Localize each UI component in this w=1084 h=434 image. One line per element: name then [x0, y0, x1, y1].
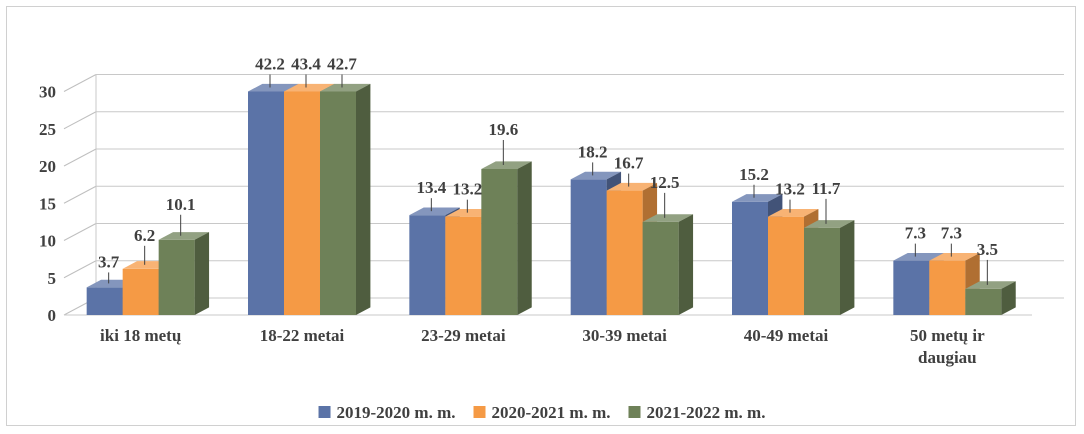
legend-swatch: [473, 406, 486, 418]
bar-top: [965, 281, 1016, 289]
y-tick-label: 0: [48, 306, 57, 325]
bar-top: [481, 161, 532, 169]
bar: [122, 268, 159, 315]
gridline-diagonal: [63, 260, 97, 279]
chart-frame: [6, 6, 1076, 426]
legend-label: 2021-2022 m. m.: [646, 403, 765, 422]
bar-side: [678, 214, 694, 315]
bar-top: [248, 83, 299, 92]
data-label: 13.2: [452, 180, 482, 199]
data-label: 18.2: [578, 142, 608, 161]
legend-swatch: [318, 406, 331, 418]
bar-side: [1001, 281, 1016, 315]
bar: [642, 221, 679, 315]
bar-side: [194, 232, 210, 315]
legend-label: 2020-2021 m. m.: [492, 403, 611, 422]
bar-top: [409, 207, 460, 216]
x-tick-label: 23-29 metai: [421, 326, 506, 345]
bar: [248, 91, 284, 315]
bar-top: [642, 214, 694, 222]
bar-side: [356, 83, 371, 315]
legend-label: 2019-2020 m. m.: [337, 403, 456, 422]
bar: [320, 91, 356, 315]
y-tick-label: 15: [39, 194, 56, 213]
data-labels: 3.7 6.2 10.1 42.2 43.4 42.7 13.4 13.2 19.6 18.2 16…: [98, 55, 998, 285]
gridline-diagonal: [63, 111, 97, 130]
bar: [893, 260, 930, 315]
bar-top: [804, 220, 855, 228]
x-tick-label: 40-49 metai: [744, 326, 829, 345]
data-label: 42.2: [255, 55, 285, 74]
data-label: 7.3: [941, 224, 962, 243]
data-label: 6.2: [134, 226, 155, 245]
data-label: 16.7: [614, 154, 644, 173]
x-axis: iki 18 metų 18-22 metai 23-29 metai 30-39 m…: [100, 326, 985, 367]
bar: [86, 287, 123, 315]
x-tick-label: daugiau: [918, 348, 977, 367]
y-tick-label: 20: [39, 157, 56, 176]
bar: [570, 179, 607, 315]
data-label: 15.2: [739, 165, 769, 184]
bar: [409, 215, 446, 315]
gridline-diagonal: [63, 74, 97, 92]
bar-top: [606, 182, 658, 191]
bar-top: [320, 83, 371, 92]
legend: 2019-2020 m. m. 2020-2021 m. m. 2021-2022 …: [318, 403, 765, 422]
gridline-diagonal: [63, 185, 97, 204]
y-tick-label: 30: [39, 83, 56, 102]
bar: [732, 201, 768, 315]
bar-top: [570, 171, 622, 180]
bar: [481, 168, 518, 315]
bar-top: [158, 232, 210, 240]
x-tick-label: 30-39 metai: [582, 326, 667, 345]
data-label: 42.7: [327, 55, 357, 74]
bar-side: [517, 161, 532, 315]
data-label: 43.4: [291, 55, 321, 74]
x-tick-label: iki 18 metų: [100, 326, 181, 345]
bar-side: [840, 220, 855, 315]
data-label: 19.6: [488, 120, 518, 139]
y-tick-label: 5: [48, 269, 57, 288]
data-label: 12.5: [650, 173, 680, 192]
bar: [965, 288, 1002, 315]
data-label: 7.3: [905, 224, 926, 243]
data-label: 13.2: [775, 180, 805, 199]
bar: [804, 227, 840, 315]
y-tick-label: 25: [39, 120, 56, 139]
bar-top: [732, 194, 783, 202]
bar: [284, 91, 320, 315]
gridline-diagonal: [63, 148, 97, 167]
legend-swatch: [628, 406, 641, 418]
bar: [929, 260, 966, 315]
bar: [606, 190, 643, 315]
data-label: 3.7: [98, 252, 120, 271]
bars: [86, 83, 1016, 315]
bar-top: [929, 252, 980, 261]
data-label: 3.5: [977, 240, 998, 259]
data-label: 11.7: [812, 179, 841, 198]
bar-top: [768, 209, 819, 217]
x-tick-label: 18-22 metai: [260, 326, 345, 345]
y-axis: 0 5 10 15 20 25 30: [39, 83, 56, 326]
x-tick-label: 50 metų ir: [910, 326, 985, 345]
bar: [768, 216, 804, 315]
y-tick-label: 10: [39, 232, 56, 251]
bar: [158, 239, 195, 315]
gridline-diagonal: [63, 223, 97, 241]
bar-top: [284, 83, 335, 92]
bar: [445, 216, 482, 315]
bar-top: [893, 252, 944, 261]
data-label: 10.1: [166, 195, 196, 214]
data-label: 13.4: [416, 178, 446, 197]
